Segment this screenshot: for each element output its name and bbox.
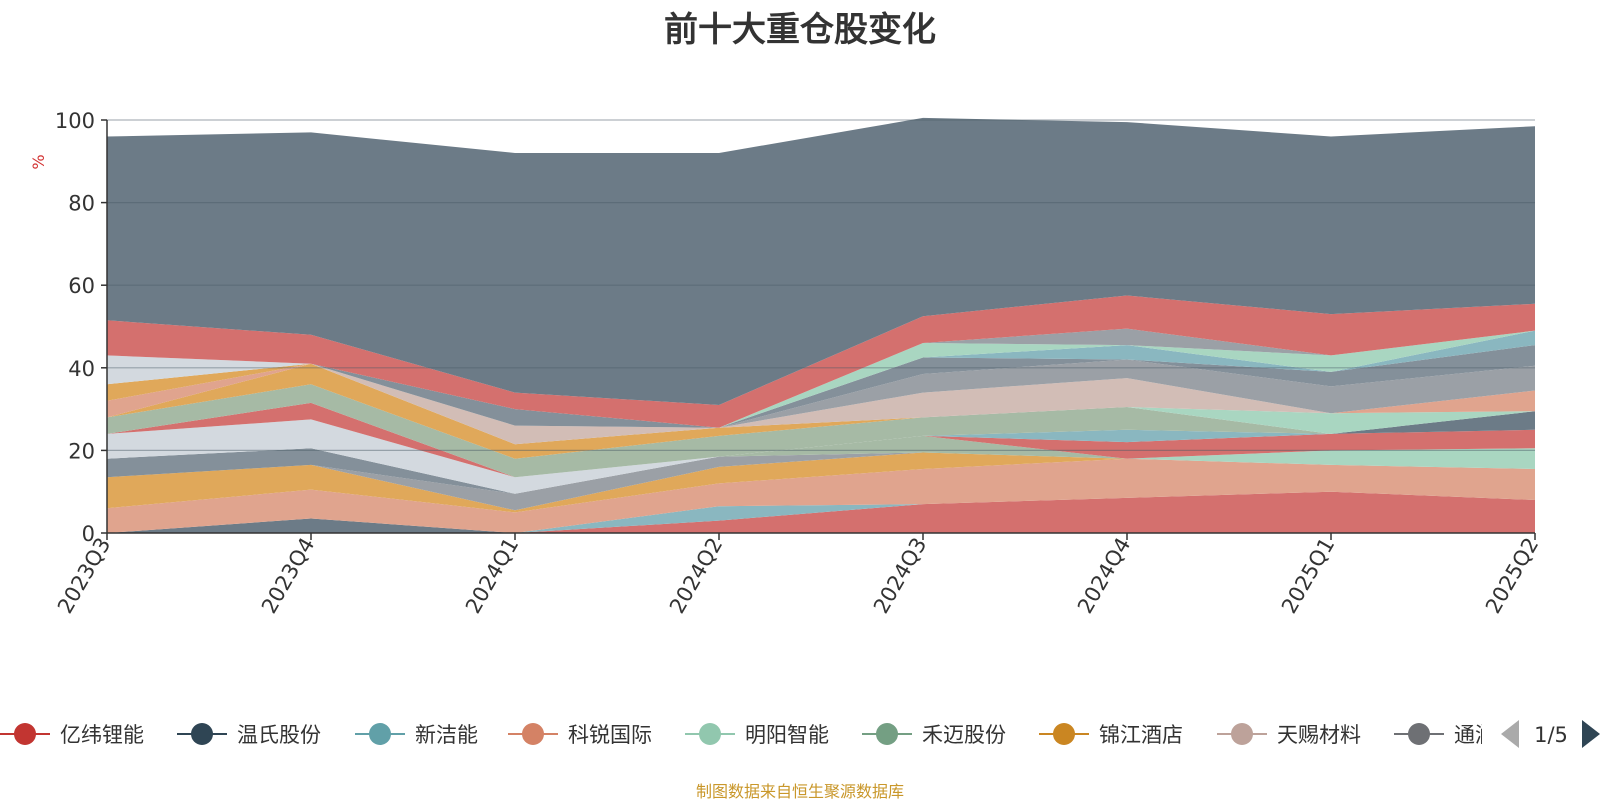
legend-item-1[interactable]: 亿纬锂能 <box>0 723 144 747</box>
legend-item-9[interactable]: 通润装备 <box>1394 723 1538 747</box>
legend-marker-6 <box>876 723 898 745</box>
legend-items: 亿纬锂能 温氏股份 新洁能 科锐国际 明阳智能 禾迈股份 锦江酒店 天赐材料 通润装备 <box>0 723 1538 747</box>
legend-item-8[interactable]: 天赐材料 <box>1217 723 1361 747</box>
area-band-4 <box>107 458 1535 533</box>
legend-label-6: 禾迈股份 <box>922 723 1006 747</box>
legend-marker-3 <box>369 723 391 745</box>
area-band-29 <box>107 117 1535 406</box>
x-tick-label-2024Q4: 2024Q4 <box>1073 534 1135 618</box>
area-band-28 <box>107 295 1535 428</box>
legend-label-5: 明阳智能 <box>745 723 829 747</box>
legend-item-3[interactable]: 新洁能 <box>355 723 478 747</box>
legend-marker-4 <box>522 723 544 745</box>
area-band-10 <box>107 429 1535 494</box>
area-band-11 <box>107 419 1535 494</box>
legend-page-indicator: 1/5 <box>1534 723 1568 747</box>
legend-label-4: 科锐国际 <box>568 723 652 747</box>
y-tick-label-100: 100 <box>55 109 95 133</box>
area-band-19 <box>107 363 1535 445</box>
legend-marker-2 <box>191 723 213 745</box>
area-band-1 <box>107 491 1535 533</box>
x-tick-label-2025Q2: 2025Q2 <box>1481 534 1543 618</box>
area-band-5 <box>107 452 1535 513</box>
y-tick-label-80: 80 <box>68 192 95 216</box>
legend-item-4[interactable]: 科锐国际 <box>508 723 652 747</box>
legend-label-3: 新洁能 <box>415 723 478 747</box>
area-band-22 <box>107 345 1535 428</box>
legend-next-page-icon[interactable] <box>1582 720 1600 748</box>
area-band-12 <box>107 402 1535 478</box>
y-tick-label-0: 0 <box>82 522 95 546</box>
area-band-18 <box>107 363 1535 459</box>
y-tick-label-40: 40 <box>68 357 95 381</box>
legend-marker-7 <box>1053 723 1075 745</box>
area-band-23 <box>107 330 1535 428</box>
legend-item-2[interactable]: 温氏股份 <box>177 723 321 747</box>
chart-title: 前十大重仓股变化 <box>664 10 936 50</box>
x-tick-label-2024Q3: 2024Q3 <box>869 534 931 618</box>
x-tick-label-2024Q1: 2024Q1 <box>461 534 523 618</box>
x-tick-label-2024Q2: 2024Q2 <box>665 534 727 618</box>
legend-marker-1 <box>14 723 36 745</box>
area-band-7 <box>107 448 1535 511</box>
y-axis-label: % <box>29 154 48 169</box>
area-band-2 <box>107 491 1535 533</box>
y-tick-label-60: 60 <box>68 274 95 298</box>
area-band-20 <box>107 359 1535 428</box>
area-band-16 <box>107 384 1535 459</box>
area-series-group <box>107 117 1535 533</box>
area-band-9 <box>107 435 1535 494</box>
area-band-3 <box>107 491 1535 533</box>
legend-label-9: 通润装备 <box>1454 723 1538 747</box>
legend-item-6[interactable]: 禾迈股份 <box>862 723 1006 747</box>
area-band-15 <box>107 384 1535 478</box>
legend-label-1: 亿纬锂能 <box>60 723 144 747</box>
legend-label-7: 锦江酒店 <box>1099 723 1183 747</box>
y-tick-label-20: 20 <box>68 439 95 463</box>
x-tick-label-2023Q4: 2023Q4 <box>257 534 319 618</box>
legend-marker-5 <box>699 723 721 745</box>
legend-item-7[interactable]: 锦江酒店 <box>1039 723 1183 747</box>
x-tick-label-2023Q3: 2023Q3 <box>53 534 115 618</box>
legend-label-8: 天赐材料 <box>1277 723 1361 747</box>
x-tick-label-2025Q1: 2025Q1 <box>1277 534 1339 618</box>
data-source-note: 制图数据来自恒生聚源数据库 <box>695 782 904 801</box>
legend-prev-page-icon[interactable] <box>1501 720 1519 748</box>
legend-item-5[interactable]: 明阳智能 <box>685 723 829 747</box>
legend-marker-9 <box>1408 723 1430 745</box>
gridlines <box>107 119 1535 451</box>
area-band-6 <box>107 448 1535 511</box>
legend-label-2: 温氏股份 <box>237 723 321 747</box>
legend-marker-8 <box>1231 723 1253 745</box>
